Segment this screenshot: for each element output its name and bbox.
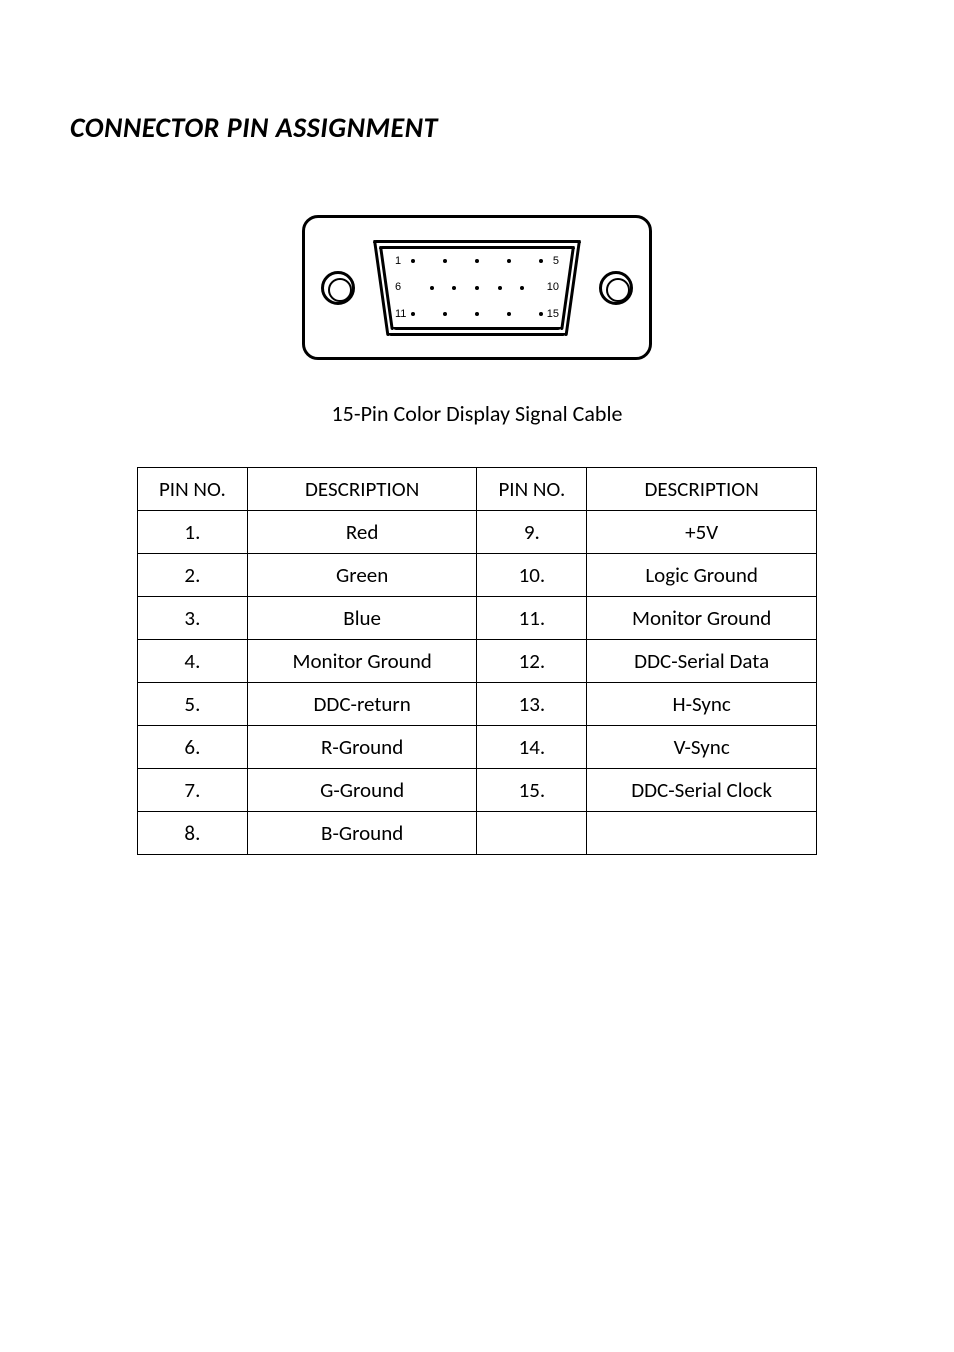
table-cell: H-Sync [587,683,817,726]
page-title: CONNECTOR PIN ASSIGNMENT [70,110,884,145]
pin-dots [411,286,543,290]
table-cell: Red [247,511,477,554]
pin-dot-icon [475,312,479,316]
connector-trapezoid: 1 5 6 [373,240,581,336]
pin-dot-icon [452,286,456,290]
table-cell: 13. [477,683,587,726]
pin-label: 10 [543,282,559,293]
table-cell: 3. [138,597,248,640]
table-row: 4. Monitor Ground 12. DDC-Serial Data [138,640,817,683]
table-header-cell: PIN NO. [477,468,587,511]
table-header-cell: PIN NO. [138,468,248,511]
screw-right-icon [599,271,633,305]
table-header-row: PIN NO. DESCRIPTION PIN NO. DESCRIPTION [138,468,817,511]
table-row: 2. Green 10. Logic Ground [138,554,817,597]
pin-dot-icon [443,259,447,263]
table-cell: +5V [587,511,817,554]
pin-assignment-table: PIN NO. DESCRIPTION PIN NO. DESCRIPTION … [137,467,817,855]
table-cell: 11. [477,597,587,640]
table-cell [477,812,587,855]
table-cell: 5. [138,683,248,726]
table-row: 7. G-Ground 15. DDC-Serial Clock [138,769,817,812]
pin-label: 6 [395,282,411,293]
table-cell: 10. [477,554,587,597]
pin-dot-icon [475,286,479,290]
table-cell: DDC-Serial Data [587,640,817,683]
table-header-cell: DESCRIPTION [587,468,817,511]
pin-table-wrap: PIN NO. DESCRIPTION PIN NO. DESCRIPTION … [70,467,884,855]
table-row: 8. B-Ground [138,812,817,855]
pin-dot-icon [507,312,511,316]
table-cell: Logic Ground [587,554,817,597]
pin-dot-icon [475,259,479,263]
pin-dots [415,312,539,316]
table-cell: 15. [477,769,587,812]
table-cell: 8. [138,812,248,855]
table-row: 5. DDC-return 13. H-Sync [138,683,817,726]
table-cell: 4. [138,640,248,683]
table-row: 3. Blue 11. Monitor Ground [138,597,817,640]
table-cell: 9. [477,511,587,554]
pin-dot-icon [430,286,434,290]
page: CONNECTOR PIN ASSIGNMENT 1 [0,0,954,1352]
pin-dot-icon [507,259,511,263]
table-cell: R-Ground [247,726,477,769]
pin-dots [415,259,539,263]
table-cell: 14. [477,726,587,769]
table-cell: 7. [138,769,248,812]
table-cell: 1. [138,511,248,554]
table-row: 1. Red 9. +5V [138,511,817,554]
table-cell: Monitor Ground [587,597,817,640]
pin-dot-icon [520,286,524,290]
pin-label: 15 [543,309,559,320]
pin-label: 5 [543,256,559,267]
screw-left-icon [321,271,355,305]
table-body: 1. Red 9. +5V 2. Green 10. Logic Ground … [138,511,817,855]
pin-dot-icon [443,312,447,316]
pin-row-3: 11 15 [395,309,559,320]
pin-row-2: 6 10 [395,282,559,293]
table-cell: 2. [138,554,248,597]
table-cell: DDC-return [247,683,477,726]
diagram-caption: 15-Pin Color Display Signal Cable [70,400,884,427]
pin-dot-icon [498,286,502,290]
table-cell: Blue [247,597,477,640]
table-cell: Green [247,554,477,597]
connector-diagram-wrap: 1 5 6 [70,215,884,360]
pin-grid: 1 5 6 [395,256,559,320]
table-cell: Monitor Ground [247,640,477,683]
pin-label: 1 [395,256,411,267]
table-cell: G-Ground [247,769,477,812]
table-cell: DDC-Serial Clock [587,769,817,812]
table-row: 6. R-Ground 14. V-Sync [138,726,817,769]
table-header-cell: DESCRIPTION [247,468,477,511]
table-cell: B-Ground [247,812,477,855]
pin-label: 11 [395,309,411,320]
table-cell: 12. [477,640,587,683]
table-cell [587,812,817,855]
pin-row-1: 1 5 [395,256,559,267]
table-cell: 6. [138,726,248,769]
connector-outer-shell: 1 5 6 [302,215,652,360]
table-cell: V-Sync [587,726,817,769]
